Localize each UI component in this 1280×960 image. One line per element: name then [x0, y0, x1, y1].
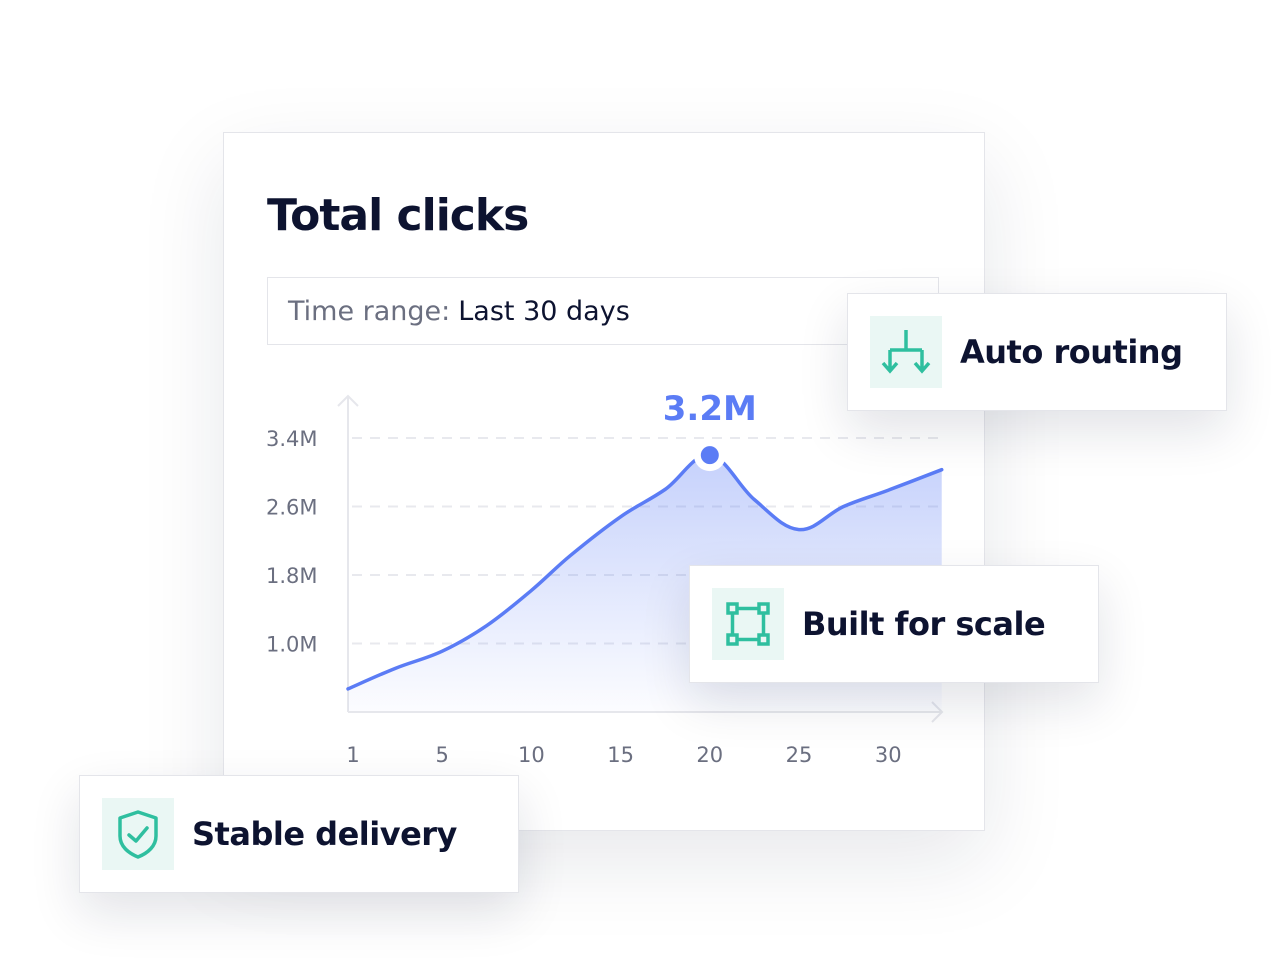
badge-label: Stable delivery	[192, 815, 457, 853]
x-tick-label: 5	[436, 743, 449, 767]
x-tick-label: 30	[875, 743, 902, 767]
time-range-select[interactable]: Time range: Last 30 days	[267, 277, 939, 345]
chart-card	[223, 132, 985, 831]
highlight-point	[700, 446, 719, 465]
series-line	[346, 453, 944, 691]
x-tick-label: 15	[607, 743, 634, 767]
badge-built-for-scale: Built for scale	[689, 565, 1099, 683]
time-range-value: Last 30 days	[458, 295, 630, 327]
badge-label: Auto routing	[960, 333, 1183, 371]
badge-label: Built for scale	[802, 605, 1046, 643]
x-tick-label: 25	[786, 743, 813, 767]
page-title: Total clicks	[267, 190, 529, 241]
x-tick-label: 1	[346, 743, 359, 767]
badge-stable-delivery: Stable delivery	[79, 775, 519, 893]
bounding-box-icon	[712, 588, 784, 660]
y-tick-label: 3.4M	[266, 427, 318, 451]
badge-auto-routing: Auto routing	[847, 293, 1227, 411]
y-axis	[337, 394, 359, 712]
x-tick-label: 20	[696, 743, 723, 767]
y-tick-label: 1.8M	[266, 564, 318, 588]
y-tick-label: 2.6M	[266, 496, 318, 520]
split-arrows-down-icon	[870, 316, 942, 388]
time-range-label: Time range:	[288, 295, 451, 327]
x-tick-label: 10	[518, 743, 545, 767]
y-tick-label: 1.0M	[266, 633, 318, 657]
highlight-label: 3.2M	[663, 389, 757, 429]
shield-check-icon	[102, 798, 174, 870]
